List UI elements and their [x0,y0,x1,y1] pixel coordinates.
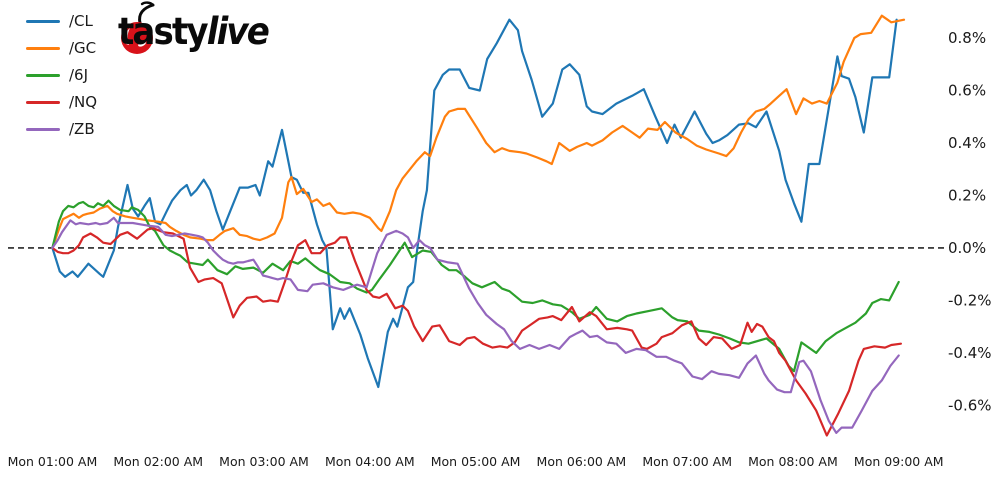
cherry-icon [121,1,155,54]
legend-line-swatch-CL [26,20,60,23]
legend-label-ZB: /ZB [69,120,95,138]
x-tick-label: Mon 08:00 AM [748,454,838,469]
y-tick-label: 0.2% [948,186,986,204]
legend-item-ZB: /ZB [26,116,97,143]
y-tick-label: -0.4% [948,344,992,362]
legend-item-GC: /GC [26,35,97,62]
legend-item-6J: /6J [26,62,97,89]
brand-wordmark: tastylive [118,10,270,53]
x-tick-label: Mon 07:00 AM [642,454,732,469]
x-tick-label: Mon 03:00 AM [219,454,309,469]
x-tick-label: Mon 09:00 AM [854,454,944,469]
brand-text-italic: live [206,10,270,53]
legend-item-CL: /CL [26,8,97,35]
legend-item-NQ: /NQ [26,89,97,116]
legend-line-swatch-NQ [26,101,60,104]
series-line-NQ [51,227,903,437]
series-line-GC [51,14,906,249]
series-line-CL [51,18,898,389]
legend-label-CL: /CL [69,12,93,30]
y-tick-label: -0.2% [948,291,992,309]
y-tick-label: 0.0% [948,239,986,257]
series-line-ZB [51,216,900,434]
series-line-6J [51,199,900,373]
x-tick-label: Mon 06:00 AM [537,454,627,469]
brand-text-regular: tasty [118,10,209,53]
y-tick-label: -0.6% [948,396,992,414]
y-tick-label: 0.6% [948,82,986,100]
x-tick-label: Mon 01:00 AM [8,454,98,469]
legend-line-swatch-ZB [26,128,60,131]
legend-label-GC: /GC [69,39,97,57]
x-tick-label: Mon 02:00 AM [113,454,203,469]
tastylive-logo: tastylive [116,0,281,62]
legend: /CL/GC/6J/NQ/ZB [26,8,97,143]
x-tick-label: Mon 05:00 AM [431,454,521,469]
legend-label-NQ: /NQ [69,93,98,111]
x-tick-label: Mon 04:00 AM [325,454,415,469]
legend-label-6J: /6J [69,66,89,84]
y-tick-label: 0.4% [948,134,986,152]
y-tick-label: 0.8% [948,29,986,47]
legend-line-swatch-GC [26,47,60,50]
legend-line-swatch-6J [26,74,60,77]
